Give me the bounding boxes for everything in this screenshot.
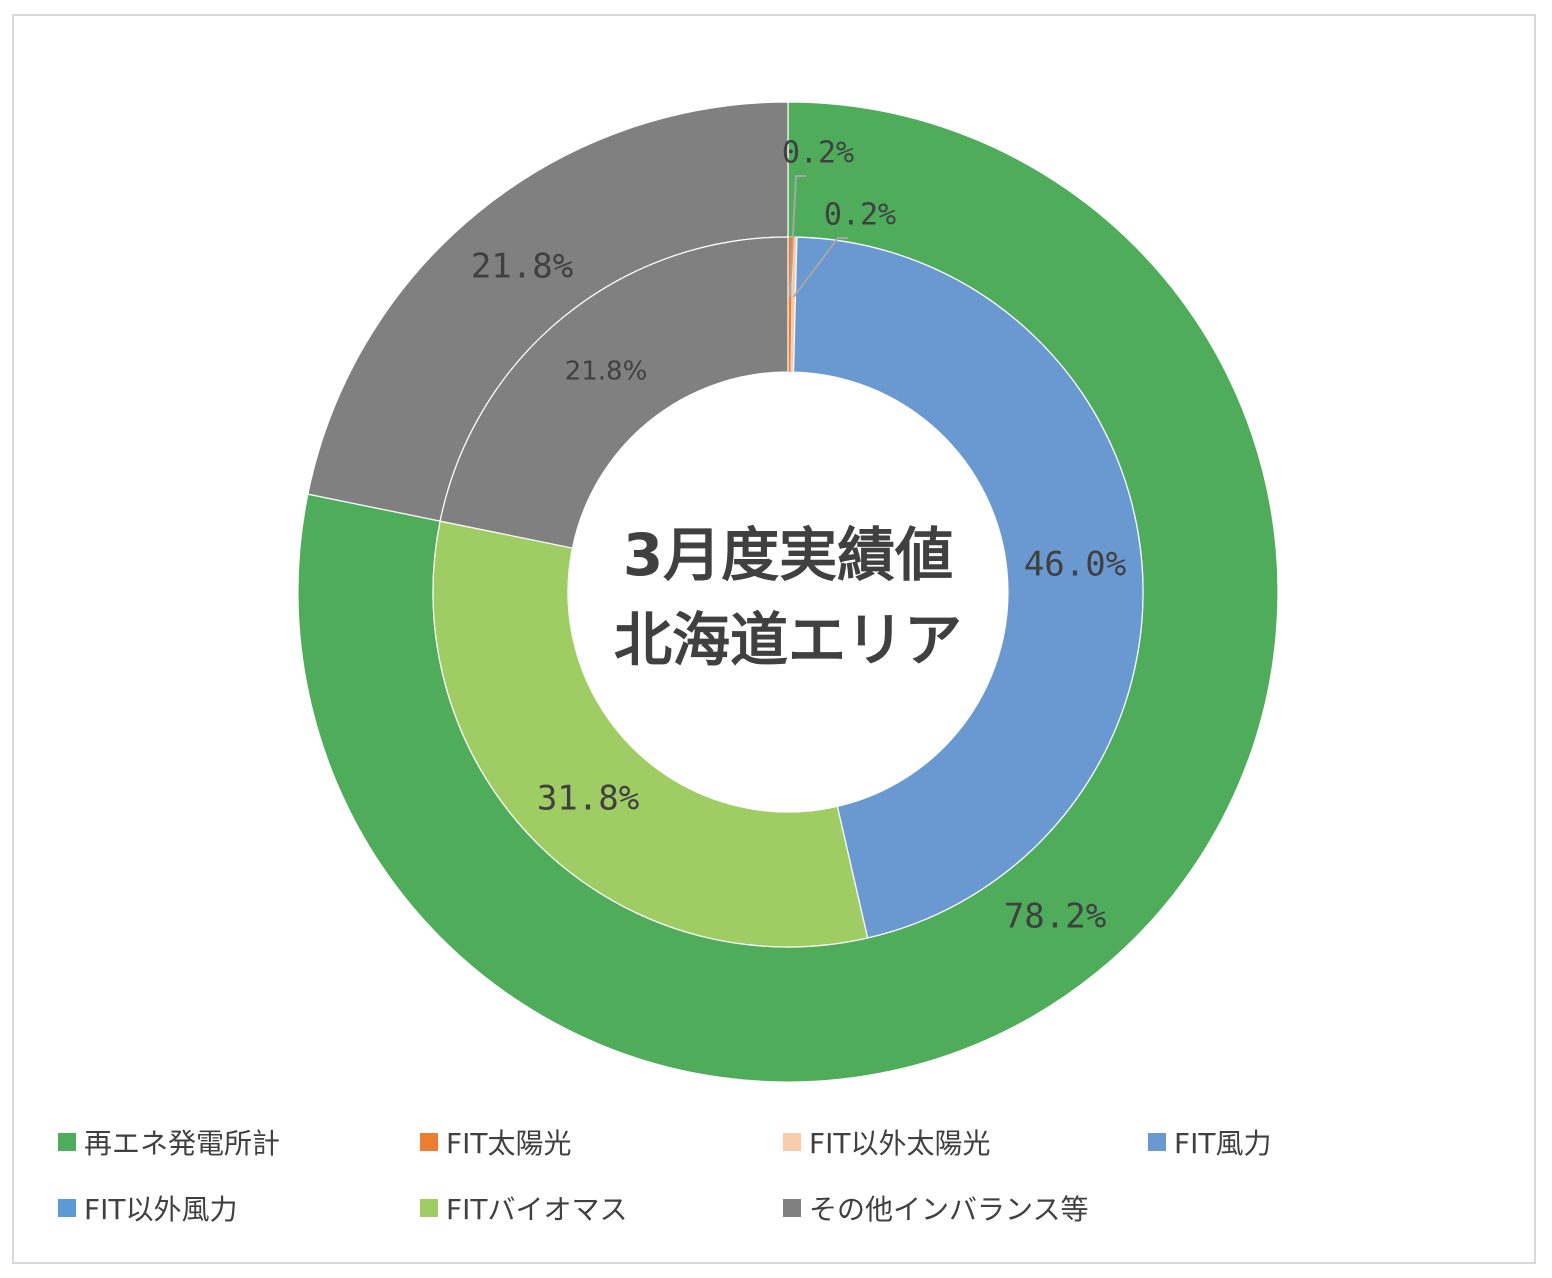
legend-item: その他インバランス等 bbox=[783, 1186, 1088, 1230]
legend-swatch bbox=[58, 1199, 76, 1217]
donut-chart: 78.2% 21.8% 0.2% 0.2% 46.0% 31.8% 21.8% 3月度実績値… bbox=[297, 101, 1279, 1083]
inner-slice-2 bbox=[792, 236, 1144, 939]
legend-label: その他インバランス等 bbox=[809, 1193, 1089, 1226]
legend-swatch bbox=[1148, 1133, 1166, 1151]
legend-label: FIT以外太陽光 bbox=[809, 1127, 991, 1160]
legend-label: FITバイオマス bbox=[446, 1193, 628, 1226]
legend-item: 再エネ発電所計 bbox=[58, 1120, 280, 1164]
legend-item: FIT太陽光 bbox=[420, 1120, 571, 1164]
outer-data-label-0: 78.2% bbox=[1004, 897, 1106, 937]
legend-item: FIT以外風力 bbox=[58, 1186, 237, 1230]
leader-line-1 bbox=[792, 237, 848, 298]
legend-swatch bbox=[783, 1199, 801, 1217]
inner-data-label-5: 21.8% bbox=[565, 357, 648, 387]
legend-item: FIT以外太陽光 bbox=[783, 1120, 990, 1164]
center-title-line-2: 北海道エリア bbox=[614, 606, 962, 674]
inner-data-label-1: 0.2% bbox=[824, 198, 896, 233]
inner-data-label-2: 46.0% bbox=[1024, 545, 1126, 585]
center-title-line-1: 3月度実績値 bbox=[623, 521, 953, 589]
inner-slice-5 bbox=[439, 236, 789, 549]
leader-lines bbox=[788, 175, 848, 298]
outer-data-label-1: 21.8% bbox=[471, 247, 573, 287]
legend-swatch bbox=[420, 1133, 438, 1151]
data-labels: 78.2% 21.8% 0.2% 0.2% 46.0% 31.8% 21.8% bbox=[471, 136, 1126, 937]
legend-item: FITバイオマス bbox=[420, 1186, 627, 1230]
inner-data-label-0: 0.2% bbox=[782, 136, 854, 171]
legend-swatch bbox=[420, 1199, 438, 1217]
legend-label: 再エネ発電所計 bbox=[84, 1127, 281, 1160]
legend-label: FIT風力 bbox=[1174, 1127, 1272, 1160]
legend-label: FIT以外風力 bbox=[84, 1193, 238, 1226]
leader-line-0 bbox=[788, 175, 806, 298]
inner-data-label-4: 31.8% bbox=[537, 779, 639, 819]
legend-label: FIT太陽光 bbox=[446, 1127, 572, 1160]
inner-ring bbox=[432, 236, 1144, 948]
legend-item: FIT風力 bbox=[1148, 1120, 1271, 1164]
legend-swatch bbox=[58, 1133, 76, 1151]
inner-slice-4 bbox=[432, 520, 869, 948]
legend-swatch bbox=[783, 1133, 801, 1151]
